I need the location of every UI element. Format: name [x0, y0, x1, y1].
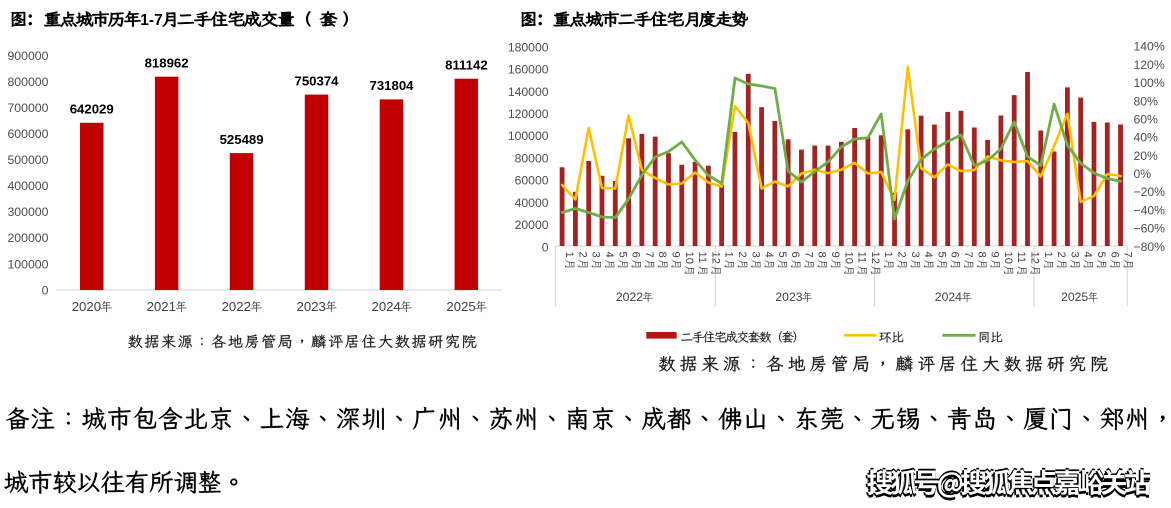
svg-text:9: 9: [829, 252, 841, 258]
svg-text:−40%: −40%: [1134, 203, 1166, 217]
svg-text:8: 8: [656, 252, 668, 258]
svg-text:2022: 2022: [222, 299, 251, 314]
svg-text:5: 5: [1095, 252, 1107, 258]
svg-text:800000: 800000: [7, 75, 48, 89]
svg-text:11: 11: [696, 252, 708, 264]
svg-text:0: 0: [42, 283, 49, 297]
svg-text:8: 8: [816, 252, 828, 258]
svg-text:20000: 20000: [515, 218, 549, 232]
svg-text:731804: 731804: [369, 78, 414, 93]
svg-text:525489: 525489: [220, 132, 264, 147]
svg-text:2024: 2024: [372, 299, 401, 314]
svg-text:2021: 2021: [147, 299, 176, 314]
svg-text:3: 3: [909, 252, 921, 258]
svg-text:6: 6: [789, 252, 801, 258]
svg-text:5: 5: [935, 252, 947, 258]
svg-text:3: 3: [590, 252, 602, 258]
svg-text:2: 2: [576, 252, 588, 258]
svg-text:20%: 20%: [1134, 149, 1159, 163]
svg-text:3: 3: [1068, 252, 1080, 258]
svg-text:200000: 200000: [7, 231, 48, 245]
svg-text:10: 10: [842, 252, 854, 264]
svg-text:2: 2: [1055, 252, 1067, 258]
svg-text:60000: 60000: [515, 174, 549, 188]
svg-text:12: 12: [709, 252, 721, 264]
svg-text:120000: 120000: [508, 107, 549, 121]
svg-text:600000: 600000: [7, 127, 48, 141]
svg-text:0: 0: [542, 240, 549, 254]
svg-text:11: 11: [1015, 252, 1027, 264]
svg-text:6: 6: [1108, 252, 1120, 258]
svg-text:2: 2: [896, 252, 908, 258]
svg-text:4: 4: [922, 252, 934, 258]
svg-text:80000: 80000: [515, 151, 549, 165]
svg-text:40%: 40%: [1134, 131, 1159, 145]
svg-text:5: 5: [776, 252, 788, 258]
svg-text:818962: 818962: [145, 55, 189, 70]
svg-text:7: 7: [1122, 252, 1134, 258]
svg-text:7: 7: [962, 252, 974, 258]
svg-text:2020: 2020: [72, 299, 101, 314]
svg-text:4: 4: [1082, 252, 1094, 258]
svg-text:6: 6: [630, 252, 642, 258]
svg-text:750374: 750374: [294, 73, 339, 88]
svg-text:10: 10: [683, 252, 695, 264]
svg-text:10: 10: [1002, 252, 1014, 264]
svg-text:4: 4: [763, 252, 775, 258]
svg-text:500000: 500000: [7, 153, 48, 167]
svg-text:811142: 811142: [445, 57, 488, 72]
svg-text:11: 11: [856, 252, 868, 264]
svg-text:80%: 80%: [1134, 94, 1159, 108]
svg-text:400000: 400000: [7, 179, 48, 193]
svg-text:300000: 300000: [7, 205, 48, 219]
svg-text:2023: 2023: [297, 299, 326, 314]
svg-text:2: 2: [736, 252, 748, 258]
svg-text:2025: 2025: [446, 299, 475, 314]
svg-text:9: 9: [989, 252, 1001, 258]
svg-text:1: 1: [1042, 252, 1054, 258]
svg-text:900000: 900000: [7, 49, 48, 63]
svg-text:9: 9: [669, 252, 681, 258]
svg-text:180000: 180000: [508, 40, 549, 54]
svg-text:140000: 140000: [508, 85, 549, 99]
svg-text:100000: 100000: [508, 129, 549, 143]
svg-text:12: 12: [1029, 252, 1041, 264]
svg-text:40000: 40000: [515, 196, 549, 210]
svg-text:−60%: −60%: [1134, 222, 1166, 236]
svg-text:−20%: −20%: [1134, 185, 1166, 199]
svg-text:100000: 100000: [7, 257, 48, 271]
svg-text:60%: 60%: [1134, 113, 1159, 127]
svg-text:642029: 642029: [70, 102, 114, 117]
svg-text:140%: 140%: [1134, 40, 1165, 54]
svg-text:1-7: 1-7: [140, 12, 162, 29]
svg-text:2024: 2024: [935, 290, 962, 304]
svg-text:7: 7: [643, 252, 655, 258]
svg-text:2025: 2025: [1061, 290, 1088, 304]
svg-text:1: 1: [723, 252, 735, 258]
svg-text:−80%: −80%: [1134, 240, 1166, 254]
svg-text:160000: 160000: [508, 63, 549, 77]
svg-text:1: 1: [563, 252, 575, 258]
svg-text:0%: 0%: [1134, 167, 1152, 181]
svg-text:120%: 120%: [1134, 58, 1165, 72]
svg-text:12: 12: [869, 252, 881, 264]
svg-text:700000: 700000: [7, 101, 48, 115]
svg-text:3: 3: [749, 252, 761, 258]
svg-text:8: 8: [975, 252, 987, 258]
svg-text:100%: 100%: [1134, 76, 1165, 90]
svg-text:1: 1: [882, 252, 894, 258]
svg-text:2023: 2023: [775, 290, 802, 304]
svg-text:2022: 2022: [616, 290, 643, 304]
svg-text:6: 6: [949, 252, 961, 258]
svg-text:5: 5: [616, 252, 628, 258]
svg-text:7: 7: [802, 252, 814, 258]
svg-text:4: 4: [603, 252, 615, 258]
